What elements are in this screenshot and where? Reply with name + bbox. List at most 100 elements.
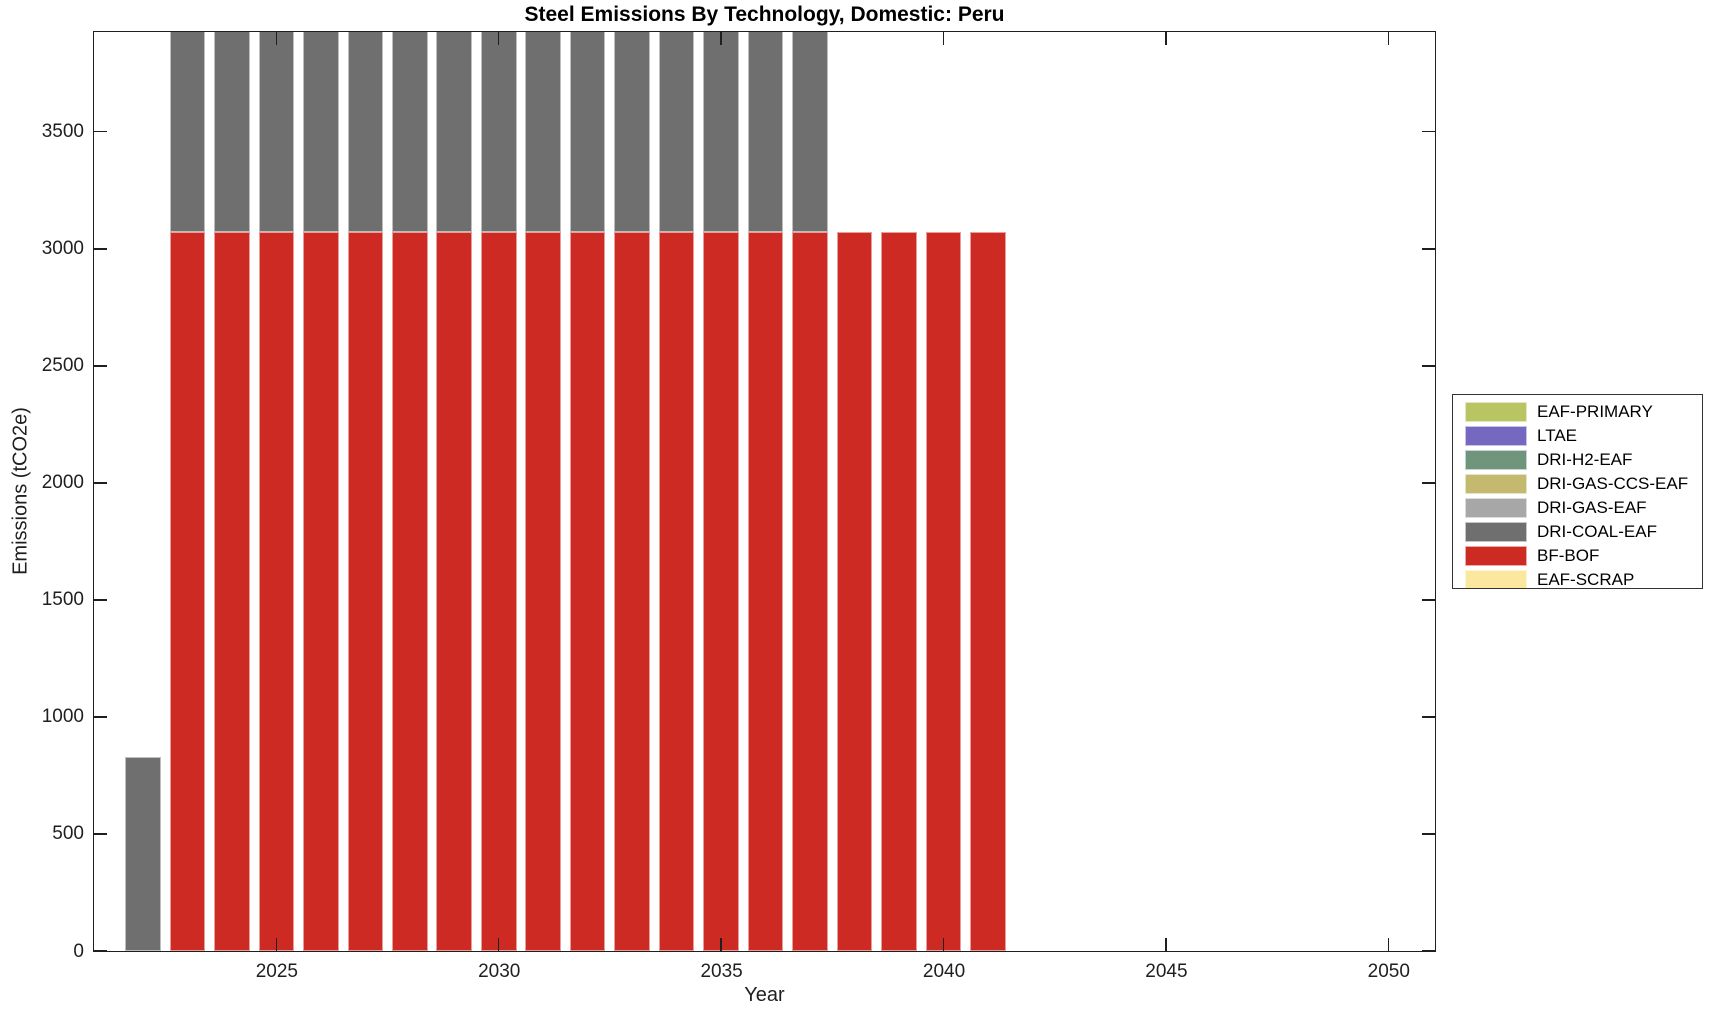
y-tick-label-1500: 1500: [41, 589, 84, 611]
bar-2023-dri-coal-eaf: [169, 32, 206, 233]
x-tick-top-2045: [1165, 32, 1167, 45]
legend-label-ltae: LTAE: [1537, 426, 1577, 445]
legend-entry-dri-gas-ccs-eaf: DRI-GAS-CCS-EAF: [1465, 472, 1702, 496]
y-tick-right-0: [1422, 950, 1435, 951]
bar-2027-bf-bof: [347, 232, 384, 951]
legend-swatch-dri-gas-ccs-eaf: [1465, 474, 1527, 494]
bar-2036-bf-bof: [747, 232, 784, 951]
bar-2027-dri-coal-eaf: [347, 32, 384, 233]
x-tick-top-2050: [1387, 32, 1390, 45]
bar-2038-bf-bof: [836, 232, 873, 951]
y-tick-3500: [94, 130, 107, 133]
y-tick-right-1000: [1422, 716, 1435, 718]
legend-label-bf-bof: BF-BOF: [1537, 546, 1600, 565]
legend-entry-dri-h2-eaf: DRI-H2-EAF: [1465, 448, 1702, 472]
bar-2025-bf-bof: [258, 232, 295, 951]
x-tick-2030: [497, 938, 500, 951]
legend-swatch-dri-coal-eaf: [1465, 522, 1527, 542]
bar-2029-bf-bof: [436, 232, 473, 951]
legend-label-dri-gas-ccs-eaf: DRI-GAS-CCS-EAF: [1537, 474, 1689, 493]
x-tick-label-2030: 2030: [478, 961, 521, 982]
y-tick-right-2000: [1422, 482, 1435, 484]
legend-swatch-dri-gas-eaf: [1465, 498, 1527, 518]
legend-swatch-eaf-scrap: [1465, 570, 1527, 588]
chart-title: Steel Emissions By Technology, Domestic:…: [524, 3, 1005, 26]
legend-swatch-dri-h2-eaf: [1465, 450, 1527, 470]
y-tick-label-1000: 1000: [41, 706, 84, 728]
legend-entry-eaf-scrap: EAF-SCRAP: [1465, 568, 1702, 589]
bar-2036-dri-coal-eaf: [747, 32, 784, 233]
y-tick-label-3000: 3000: [41, 238, 84, 260]
x-tick-2025: [275, 938, 278, 951]
bar-2041-bf-bof: [970, 232, 1006, 951]
bar-2024-dri-coal-eaf: [214, 32, 250, 233]
y-tick-label-3500: 3500: [41, 121, 84, 143]
bar-2035-dri-coal-eaf: [703, 32, 739, 233]
bar-2022-dri-coal-eaf: [125, 756, 161, 951]
bar-2026-dri-coal-eaf: [303, 32, 339, 233]
bar-2037-dri-coal-eaf: [792, 32, 828, 233]
bar-2025-dri-coal-eaf: [258, 32, 295, 233]
y-tick-right-2500: [1422, 365, 1435, 367]
bar-2040-bf-bof: [925, 232, 962, 951]
legend-entry-eaf-primary: EAF-PRIMARY: [1465, 400, 1702, 424]
x-tick-label-2035: 2035: [700, 961, 743, 982]
y-tick-right-3000: [1422, 248, 1435, 250]
x-tick-top-2040: [942, 32, 945, 45]
y-tick-label-2000: 2000: [41, 472, 84, 494]
bar-2033-bf-bof: [614, 232, 650, 951]
y-tick-2500: [94, 365, 107, 367]
bar-2028-bf-bof: [392, 232, 428, 951]
bar-2026-bf-bof: [303, 232, 339, 951]
bar-2034-bf-bof: [658, 232, 695, 951]
legend-label-eaf-primary: EAF-PRIMARY: [1537, 402, 1653, 421]
y-tick-right-3500: [1422, 130, 1435, 133]
x-tick-2050: [1387, 938, 1390, 951]
legend-label-dri-h2-eaf: DRI-H2-EAF: [1537, 450, 1633, 469]
x-tick-2045: [1165, 938, 1167, 951]
legend-entry-dri-coal-eaf: DRI-COAL-EAF: [1465, 520, 1702, 544]
y-tick-2000: [94, 482, 107, 484]
bar-2030-dri-coal-eaf: [480, 32, 517, 233]
bar-2023-bf-bof: [169, 232, 206, 951]
legend-swatch-eaf-primary: [1465, 402, 1527, 422]
x-tick-top-2030: [497, 32, 500, 45]
bar-2037-bf-bof: [792, 232, 828, 951]
y-tick-1000: [94, 716, 107, 718]
bar-2032-dri-coal-eaf: [569, 32, 606, 233]
bar-2029-dri-coal-eaf: [436, 32, 473, 233]
y-tick-500: [94, 833, 107, 835]
bar-2030-bf-bof: [480, 232, 517, 951]
x-tick-top-2025: [275, 32, 278, 45]
bar-2033-dri-coal-eaf: [614, 32, 650, 233]
bar-2028-dri-coal-eaf: [392, 32, 428, 233]
y-tick-label-500: 500: [52, 823, 84, 845]
plot-area: [93, 31, 1436, 952]
legend-label-eaf-scrap: EAF-SCRAP: [1537, 570, 1635, 589]
x-axis-label: Year: [744, 984, 785, 1006]
y-tick-0: [94, 950, 107, 951]
y-tick-right-1500: [1422, 599, 1435, 601]
bar-2031-bf-bof: [525, 232, 561, 951]
bar-2024-bf-bof: [214, 232, 250, 951]
bar-2032-bf-bof: [569, 232, 606, 951]
bar-2034-dri-coal-eaf: [658, 32, 695, 233]
y-tick-3000: [94, 248, 107, 250]
bar-2031-dri-coal-eaf: [525, 32, 561, 233]
legend-label-dri-gas-eaf: DRI-GAS-EAF: [1537, 498, 1647, 517]
legend-entry-ltae: LTAE: [1465, 424, 1702, 448]
x-tick-label-2045: 2045: [1145, 961, 1188, 982]
y-tick-right-500: [1422, 833, 1435, 835]
y-tick-label-2500: 2500: [41, 355, 84, 377]
y-tick-1500: [94, 599, 107, 601]
y-tick-label-0: 0: [73, 940, 84, 962]
x-tick-2035: [720, 938, 722, 951]
x-tick-top-2035: [720, 32, 722, 45]
legend-entry-dri-gas-eaf: DRI-GAS-EAF: [1465, 496, 1702, 520]
x-tick-label-2025: 2025: [255, 961, 298, 982]
x-tick-label-2050: 2050: [1367, 961, 1410, 982]
legend-label-dri-coal-eaf: DRI-COAL-EAF: [1537, 522, 1657, 541]
legend-swatch-bf-bof: [1465, 546, 1527, 566]
x-tick-label-2040: 2040: [922, 961, 966, 982]
